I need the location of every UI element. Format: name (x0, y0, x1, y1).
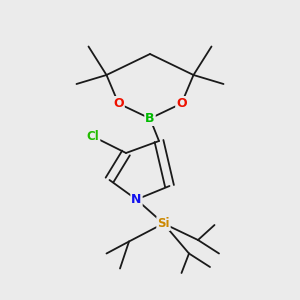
Text: O: O (176, 97, 187, 110)
Text: Si: Si (157, 217, 170, 230)
Text: B: B (145, 112, 155, 125)
Text: Cl: Cl (87, 130, 99, 143)
Text: N: N (131, 193, 142, 206)
Text: O: O (113, 97, 124, 110)
